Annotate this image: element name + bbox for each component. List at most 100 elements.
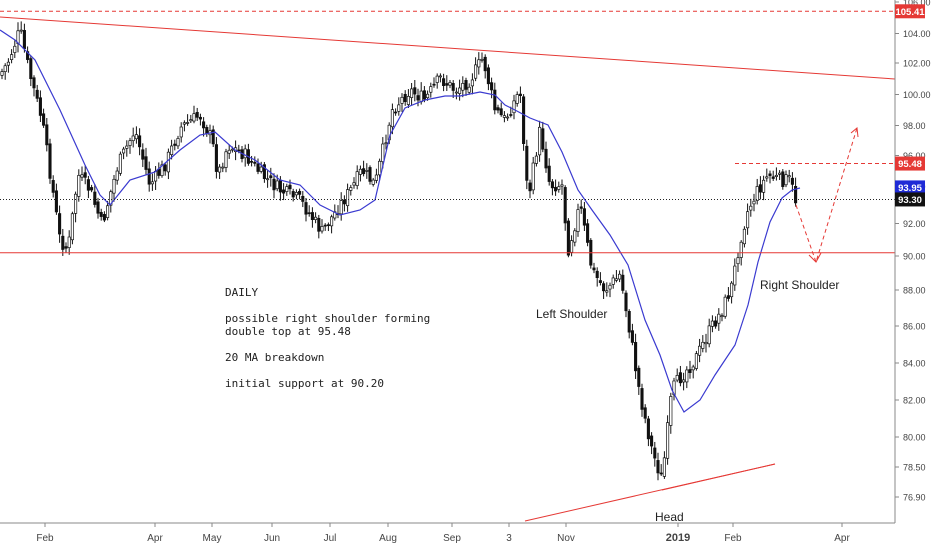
candle-body [762,179,766,193]
candle-body [518,93,522,96]
price-label-box [895,180,925,195]
candle-body [269,175,273,179]
candle-body [70,213,74,241]
candle-body [22,30,26,50]
candle-body [483,56,487,72]
candle-body [288,184,292,190]
candle-body [746,211,750,229]
candle-body [128,140,132,146]
candle-body [707,325,711,345]
candle-body [406,96,410,105]
candle-body [630,330,634,343]
candle-body [502,115,506,118]
candle-body [592,267,596,271]
candle-body [480,58,484,61]
candle-body [422,90,426,100]
candle-body [317,217,321,232]
candle-body [166,151,170,173]
candle-body [694,353,698,369]
candle-body [394,111,398,114]
candle-body [755,186,759,201]
candle-body [410,88,414,98]
candle-body [499,108,503,116]
head-support-line [661,463,776,491]
candle-body [374,174,378,181]
candle-body [653,447,657,459]
candle-body [13,45,17,53]
candle-body [470,79,474,87]
candle-body [563,187,567,224]
candle-body [211,129,215,145]
price-label-text: 93.30 [898,195,922,206]
ma-20-line [0,29,801,413]
candle-body [675,375,679,381]
candle-body [99,212,103,217]
projection-arrow-up [850,127,859,138]
candle-body [365,170,369,172]
candle-body [608,284,612,290]
candle-body [182,122,186,125]
candle-body [400,96,404,104]
notes-spacer [225,299,430,312]
y-tick-label: 82.00 [903,396,926,406]
candle-body [621,274,625,291]
candle-body [477,59,481,68]
candle-body [790,177,794,185]
candle-body [710,320,714,327]
candle-body [371,179,375,185]
candle-body [102,214,106,221]
candle-body [573,230,577,243]
candle-body [256,163,260,172]
candle-body [576,209,580,232]
candle-body [512,100,516,114]
price-axis: 106.00104.00102.00100.0098.0096.0094.009… [895,0,931,503]
candle-body [467,86,471,93]
x-tick-label: Feb [36,533,54,544]
candle-body [634,342,638,372]
candle-body [714,320,718,327]
candle-body [237,149,241,152]
candle-body [688,369,692,374]
y-tick-label: 78.50 [903,463,926,473]
candle-body [416,95,420,101]
candle-body [784,174,788,186]
candle-body [550,181,554,189]
candle-body [435,75,439,83]
candle-body [278,179,282,193]
x-tick-label: Jul [324,533,337,544]
candle-body [189,119,193,122]
price-label-box [895,4,925,19]
ma-layer [0,29,801,413]
candle-body [221,166,225,169]
candle-body [298,190,302,195]
candle-body [61,235,65,250]
candle-body [627,311,631,333]
y-tick-label: 100.00 [903,90,931,100]
candle-body [570,240,574,253]
candle-body [352,182,356,186]
candle-body [490,82,494,91]
candle-body [346,189,350,207]
y-tick-label: 84.00 [903,359,926,369]
candle-body [96,201,100,214]
candle-body [474,64,478,79]
y-tick-label: 92.00 [903,219,926,229]
timeframe-note: DAILY [225,286,259,299]
candle-body [493,89,497,111]
candle-body [602,283,606,292]
candle-body [445,83,449,86]
candle-body [496,107,500,111]
candle-body [326,224,330,227]
candle-body [160,164,164,177]
x-tick-label: Feb [724,533,742,544]
candle-body [752,200,756,205]
candle-body [614,278,618,281]
candle-body [560,184,564,187]
candle-body [774,174,778,177]
support-note: initial support at 90.20 [225,377,384,390]
candle-body [86,179,90,191]
candle-body [262,164,266,180]
upper-trendline [0,16,896,80]
shoulder-note: possible right shoulder forming [225,312,431,325]
